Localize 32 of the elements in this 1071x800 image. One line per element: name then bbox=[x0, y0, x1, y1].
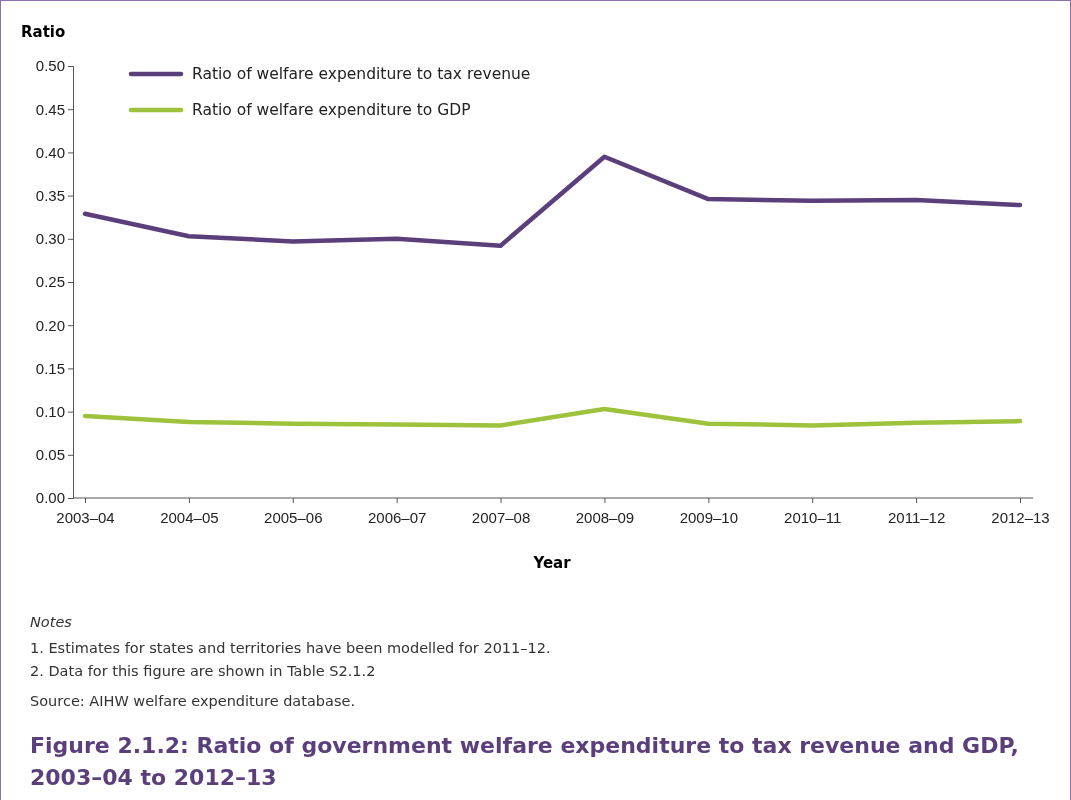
y-tick-label: 0.30 bbox=[35, 230, 65, 248]
y-tick-label: 0.05 bbox=[35, 446, 65, 464]
y-tick-label: 0.20 bbox=[35, 316, 65, 334]
source-note: Source: AIHW welfare expenditure database. bbox=[30, 693, 355, 709]
text: 2. Data for this figure are shown in Table S2.1.2 bbox=[30, 663, 376, 679]
x-tick-label: 2004–05 bbox=[160, 508, 219, 526]
x-axis-title: Year bbox=[532, 554, 572, 572]
y-tick-label: 0.15 bbox=[35, 359, 65, 377]
x-tick-label: 2011–12 bbox=[887, 508, 946, 526]
text: Figure 2.1.2: Ratio of government welfare expenditure to tax revenue and GDP, 2003–04 to 2012–13 bbox=[30, 733, 1019, 790]
x-tick-label: 2008–09 bbox=[575, 508, 635, 526]
legend-label: Ratio of welfare expenditure to GDP bbox=[192, 101, 471, 119]
x-tick-label: 2010–11 bbox=[784, 508, 842, 526]
y-tick-label: 0.00 bbox=[35, 489, 65, 507]
y-tick-label: 0.40 bbox=[35, 143, 65, 161]
line-series bbox=[82, 154, 1023, 248]
text: 1. Estimates for states and territories have been modelled for 2011–12. bbox=[30, 640, 551, 656]
x-tick-label: 2012–13 bbox=[991, 508, 1050, 526]
y-tick-label: 0.25 bbox=[35, 273, 65, 291]
legend-label: Ratio of welfare expenditure to tax revenue bbox=[192, 65, 531, 83]
line-series bbox=[82, 406, 1023, 428]
y-tick-label: 0.50 bbox=[35, 57, 65, 75]
x-tick-label: 2005–06 bbox=[264, 508, 323, 526]
y-tick-label: 0.45 bbox=[35, 100, 65, 118]
x-tick-label: 2009–10 bbox=[679, 508, 739, 526]
x-tick-label: 2006–07 bbox=[367, 508, 427, 526]
y-tick-label: 0.35 bbox=[35, 186, 65, 204]
text: Notes bbox=[30, 614, 73, 630]
x-tick-label: 2007–08 bbox=[471, 508, 531, 526]
x-tick-label: 2003–04 bbox=[56, 508, 115, 526]
y-axis-title: Ratio bbox=[21, 23, 66, 41]
y-tick-label: 0.10 bbox=[35, 402, 65, 420]
